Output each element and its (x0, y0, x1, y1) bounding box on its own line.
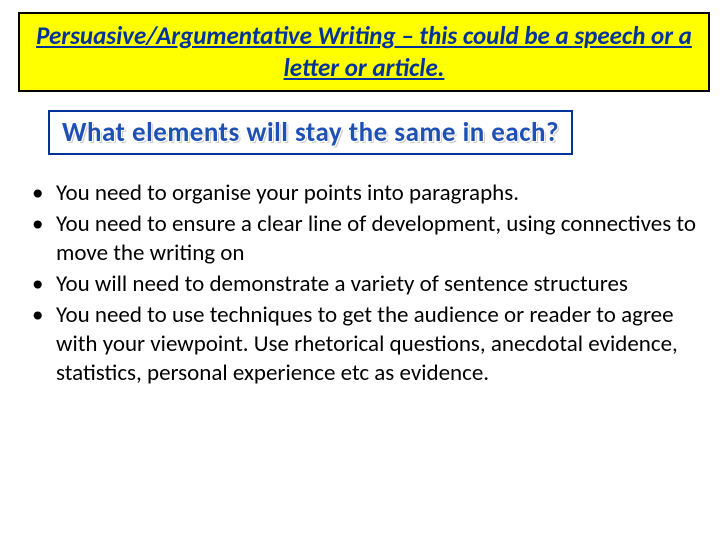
slide-title: Persuasive/Argumentative Writing – this … (34, 20, 694, 84)
list-item: You need to use techniques to get the au… (32, 301, 710, 388)
subtitle-row: What elements will stay the same in each… (48, 110, 710, 155)
subtitle-box: What elements will stay the same in each… (48, 110, 573, 155)
bullet-list: You need to organise your points into pa… (18, 179, 710, 388)
list-item: You need to ensure a clear line of devel… (32, 210, 710, 268)
list-item: You will need to demonstrate a variety o… (32, 270, 710, 299)
list-item: You need to organise your points into pa… (32, 179, 710, 208)
slide-container: Persuasive/Argumentative Writing – this … (0, 0, 728, 546)
title-box: Persuasive/Argumentative Writing – this … (18, 12, 710, 92)
slide-subtitle: What elements will stay the same in each… (62, 116, 559, 149)
